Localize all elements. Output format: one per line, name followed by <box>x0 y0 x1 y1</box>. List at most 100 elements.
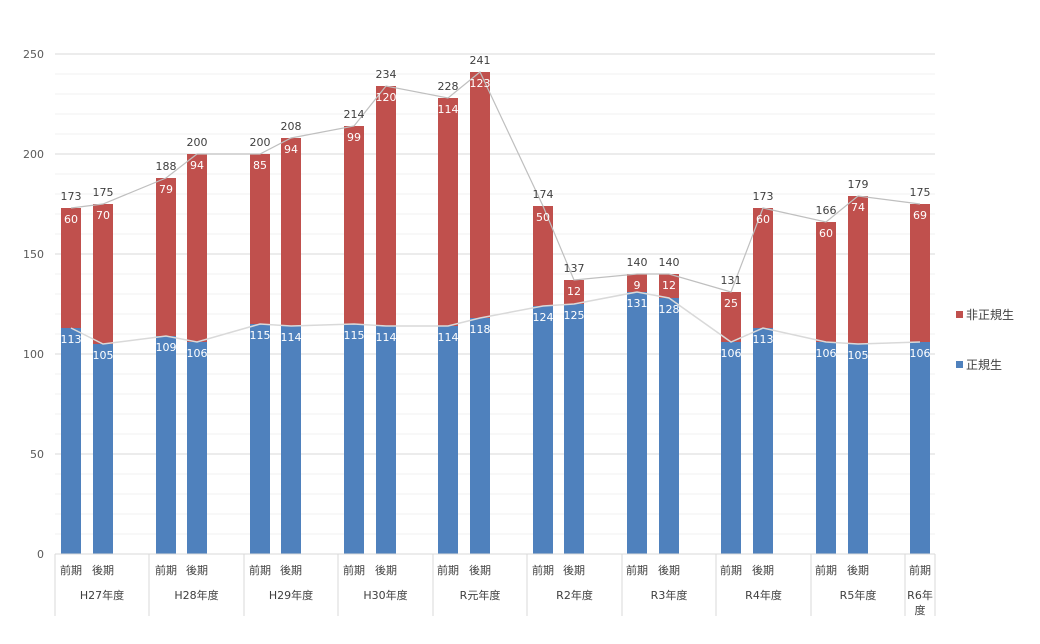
data-label-total: 179 <box>848 178 869 191</box>
data-label-hiseiki: 85 <box>253 159 267 172</box>
bar-hiseiki <box>93 204 113 344</box>
bar-hiseiki <box>533 206 553 306</box>
group-label: R3年度 <box>651 588 688 602</box>
x-tick-label: 前期 <box>909 563 931 577</box>
x-tick-label: 前期 <box>437 563 459 577</box>
x-tick-label: 後期 <box>752 563 774 577</box>
bar-seiki <box>659 298 679 554</box>
data-label-hiseiki: 12 <box>662 279 676 292</box>
y-tick-label: 150 <box>23 248 44 261</box>
x-tick-label: 前期 <box>720 563 742 577</box>
x-tick-label: 前期 <box>249 563 271 577</box>
group-label: H27年度 <box>80 588 124 602</box>
bar-hiseiki <box>721 292 741 342</box>
bar-hiseiki <box>564 280 584 304</box>
data-label-total: 200 <box>250 136 271 149</box>
data-label-seiki: 113 <box>753 333 774 346</box>
data-label-hiseiki: 94 <box>284 143 298 156</box>
data-label-hiseiki: 9 <box>634 279 641 292</box>
bar-seiki <box>470 318 490 554</box>
bar-seiki <box>564 304 584 554</box>
y-tick-label: 0 <box>37 548 44 561</box>
x-tick-label: 後期 <box>658 563 680 577</box>
data-label-seiki: 128 <box>659 303 680 316</box>
bar-seiki <box>910 342 930 554</box>
data-label-total: 234 <box>376 68 397 81</box>
group-label: R4年度 <box>745 588 782 602</box>
data-label-seiki: 106 <box>187 347 208 360</box>
data-label-hiseiki: 70 <box>96 209 110 222</box>
legend-label: 正規生 <box>966 357 1002 372</box>
data-label-hiseiki: 25 <box>724 297 738 310</box>
data-label-seiki: 114 <box>438 331 459 344</box>
bar-seiki <box>281 326 301 554</box>
bar-seiki <box>533 306 553 554</box>
data-label-total: 228 <box>438 80 459 93</box>
legend-swatch <box>956 361 963 368</box>
group-label: R2年度 <box>556 588 593 602</box>
data-label-hiseiki: 79 <box>159 183 173 196</box>
bar-hiseiki <box>281 138 301 326</box>
y-tick-label: 200 <box>23 148 44 161</box>
bar-hiseiki <box>816 222 836 342</box>
data-label-seiki: 115 <box>250 329 271 342</box>
x-tick-label: 前期 <box>60 563 82 577</box>
bar-seiki <box>438 326 458 554</box>
x-tick-label: 後期 <box>92 563 114 577</box>
x-tick-label: 前期 <box>532 563 554 577</box>
bar-seiki <box>627 292 647 554</box>
data-label-hiseiki: 74 <box>851 201 865 214</box>
bar-seiki <box>250 324 270 554</box>
bar-seiki <box>848 344 868 554</box>
bar-seiki <box>721 342 741 554</box>
bar-seiki <box>61 328 81 554</box>
x-tick-label: 前期 <box>155 563 177 577</box>
data-label-seiki: 114 <box>376 331 397 344</box>
data-label-hiseiki: 94 <box>190 159 204 172</box>
bar-hiseiki <box>438 98 458 326</box>
group-label: H28年度 <box>174 588 218 602</box>
bar-hiseiki <box>753 208 773 328</box>
data-label-seiki: 114 <box>281 331 302 344</box>
data-label-total: 175 <box>910 186 931 199</box>
data-label-seiki: 113 <box>61 333 82 346</box>
data-label-total: 188 <box>156 160 177 173</box>
x-tick-label: 後期 <box>375 563 397 577</box>
y-tick-label: 100 <box>23 348 44 361</box>
group-label: H29年度 <box>269 588 313 602</box>
data-label-hiseiki: 69 <box>913 209 927 222</box>
data-label-seiki: 125 <box>564 309 585 322</box>
data-label-total: 175 <box>93 186 114 199</box>
bar-hiseiki <box>156 178 176 336</box>
bar-seiki <box>187 342 207 554</box>
bar-hiseiki <box>344 126 364 324</box>
data-label-seiki: 105 <box>93 349 114 362</box>
bar-hiseiki <box>250 154 270 324</box>
data-label-hiseiki: 60 <box>756 213 770 226</box>
data-label-seiki: 106 <box>910 347 931 360</box>
data-label-seiki: 131 <box>627 297 648 310</box>
data-label-seiki: 124 <box>533 311 554 324</box>
bar-hiseiki <box>470 72 490 318</box>
x-tick-label: 後期 <box>847 563 869 577</box>
data-label-seiki: 106 <box>816 347 837 360</box>
data-label-hiseiki: 12 <box>567 285 581 298</box>
data-label-total: 208 <box>281 120 302 133</box>
data-label-seiki: 118 <box>470 323 491 336</box>
x-tick-label: 後期 <box>186 563 208 577</box>
y-tick-label: 250 <box>23 48 44 61</box>
data-label-total: 140 <box>627 256 648 269</box>
data-label-total: 137 <box>564 262 585 275</box>
seiki-top-line <box>70 291 921 345</box>
group-label: H30年度 <box>363 588 407 602</box>
data-label-seiki: 105 <box>848 349 869 362</box>
total-line <box>70 71 921 293</box>
data-label-total: 173 <box>61 190 82 203</box>
data-label-seiki: 106 <box>721 347 742 360</box>
data-label-seiki: 115 <box>344 329 365 342</box>
bar-seiki <box>816 342 836 554</box>
bar-seiki <box>376 326 396 554</box>
data-label-total: 174 <box>533 188 554 201</box>
bar-seiki <box>93 344 113 554</box>
